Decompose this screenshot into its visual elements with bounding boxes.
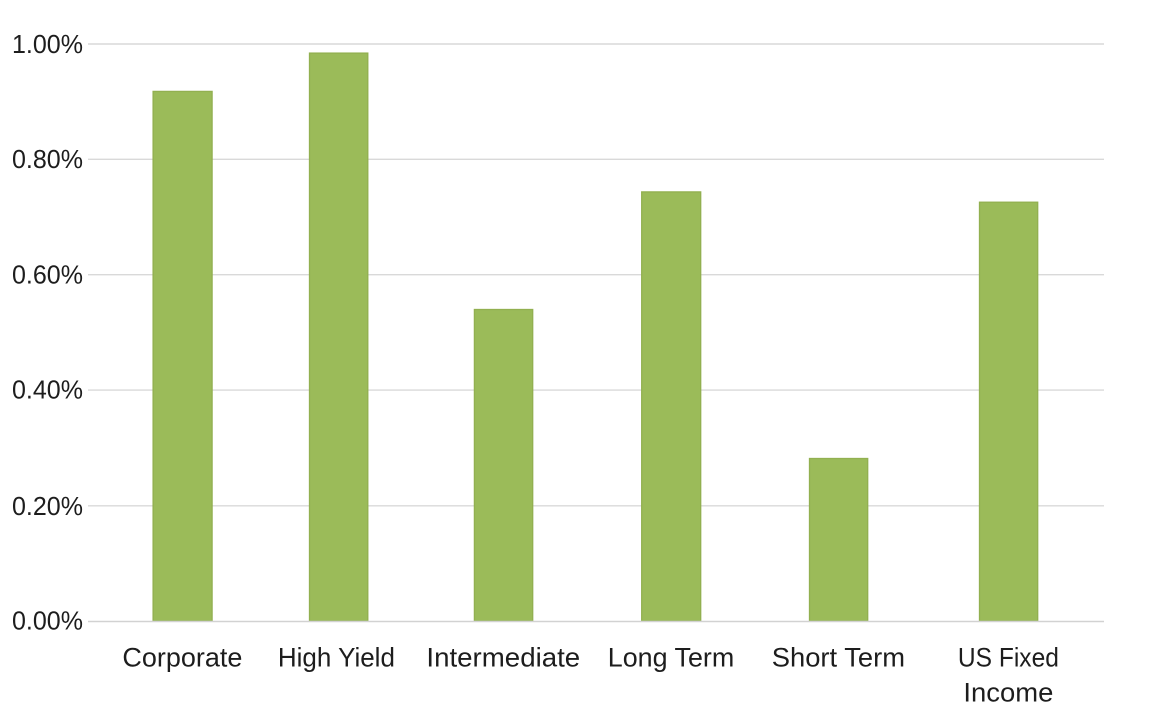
svg-text:0.20%: 0.20% <box>12 493 83 521</box>
svg-text:0.60%: 0.60% <box>12 262 83 290</box>
svg-text:Intermediate: Intermediate <box>426 642 580 672</box>
svg-text:Short Term: Short Term <box>772 642 905 672</box>
svg-text:0.00%: 0.00% <box>12 608 83 636</box>
svg-text:US Fixed: US Fixed <box>958 642 1059 672</box>
svg-text:Long Term: Long Term <box>608 642 735 672</box>
svg-text:0.40%: 0.40% <box>12 377 83 405</box>
svg-text:Corporate: Corporate <box>122 642 242 672</box>
svg-text:High Yield: High Yield <box>278 642 395 672</box>
svg-text:Income: Income <box>963 678 1053 708</box>
svg-text:1.00%: 1.00% <box>12 31 83 59</box>
svg-text:0.80%: 0.80% <box>12 146 83 174</box>
